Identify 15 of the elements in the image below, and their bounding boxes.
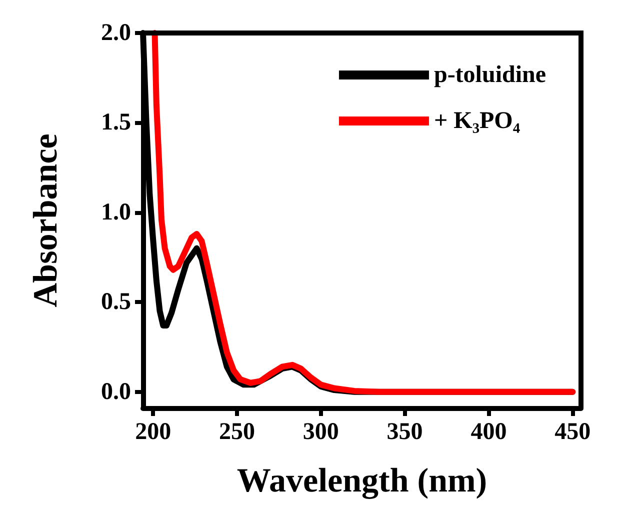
y-axis-title: Absorbance [28, 134, 64, 308]
x-tick-label: 350 [386, 419, 423, 445]
y-tick-label: 1.5 [101, 110, 131, 136]
y-tick-label: 1.0 [101, 199, 131, 226]
x-tick-label: 400 [470, 419, 507, 445]
x-tick-label: 300 [302, 419, 339, 445]
y-tick-label: 0.0 [101, 378, 131, 405]
legend-label: p-toluidine [434, 62, 546, 88]
legend-label: + K₃PO₄ [434, 108, 520, 134]
x-axis-title: Wavelength (nm) [236, 462, 488, 500]
x-tick-label: 200 [135, 419, 172, 445]
x-tick-label: 450 [554, 419, 591, 445]
y-tick-label: 2.0 [101, 20, 131, 46]
x-tick-label: 250 [218, 419, 255, 445]
y-tick-label: 0.5 [101, 289, 131, 316]
